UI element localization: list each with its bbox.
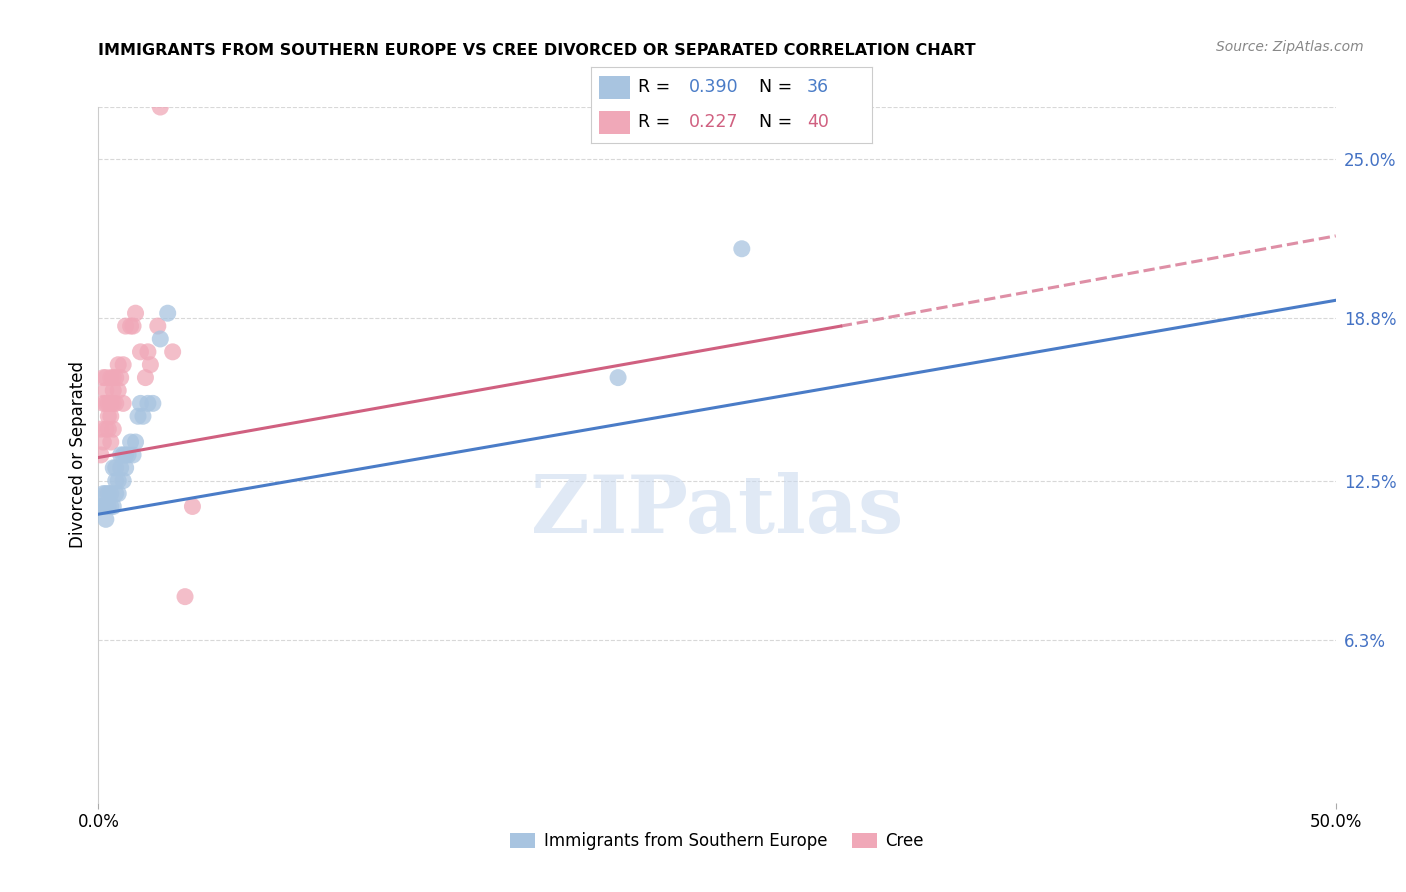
Point [103, 370, 125, 384]
Point [142, 396, 165, 410]
Text: 0.390: 0.390 [689, 78, 738, 96]
Point [104, 396, 127, 410]
Point [94, 486, 117, 500]
Point [174, 590, 197, 604]
Point [104, 486, 127, 500]
Point [100, 396, 122, 410]
Point [97, 422, 120, 436]
Point [110, 460, 132, 475]
Point [90, 500, 112, 514]
Point [112, 448, 135, 462]
Point [139, 358, 162, 372]
Point [103, 460, 125, 475]
Point [132, 409, 155, 424]
Point [136, 344, 159, 359]
Point [124, 306, 146, 320]
Point [127, 409, 149, 424]
Point [136, 396, 159, 410]
Point [104, 474, 127, 488]
Text: R =: R = [638, 78, 676, 96]
Point [181, 500, 204, 514]
Point [100, 486, 122, 500]
Point [97, 486, 120, 500]
Text: 40: 40 [807, 113, 830, 131]
Text: 36: 36 [807, 78, 830, 96]
Point [114, 460, 136, 475]
Text: 0.227: 0.227 [689, 113, 738, 131]
Point [97, 500, 120, 514]
Text: IMMIGRANTS FROM SOUTHERN EUROPE VS CREE DIVORCED OR SEPARATED CORRELATION CHART: IMMIGRANTS FROM SOUTHERN EUROPE VS CREE … [98, 43, 976, 58]
Point [103, 422, 125, 436]
Point [103, 396, 125, 410]
Point [110, 448, 132, 462]
Point [104, 370, 127, 384]
Point [97, 409, 120, 424]
Bar [599, 76, 630, 99]
Point [100, 435, 122, 450]
Point [124, 435, 146, 450]
Text: ZIPatlas: ZIPatlas [531, 472, 903, 549]
Point [731, 242, 754, 256]
Text: N =: N = [759, 113, 799, 131]
Point [129, 344, 152, 359]
Point [100, 500, 122, 514]
Point [107, 384, 129, 398]
Point [117, 448, 139, 462]
Text: N =: N = [759, 78, 799, 96]
Point [112, 474, 135, 488]
Point [114, 319, 136, 334]
Point [107, 486, 129, 500]
Point [114, 448, 136, 462]
Point [94, 512, 117, 526]
Point [97, 396, 120, 410]
Point [93, 396, 115, 410]
Point [122, 319, 145, 334]
Text: Source: ZipAtlas.com: Source: ZipAtlas.com [1216, 40, 1364, 54]
Point [149, 332, 172, 346]
Point [112, 396, 135, 410]
Point [104, 460, 127, 475]
Point [107, 358, 129, 372]
Point [93, 370, 115, 384]
Point [94, 384, 117, 398]
Point [120, 319, 142, 334]
Point [129, 396, 152, 410]
Point [94, 370, 117, 384]
Point [162, 344, 184, 359]
Legend: Immigrants from Southern Europe, Cree: Immigrants from Southern Europe, Cree [503, 826, 931, 857]
Point [146, 319, 169, 334]
Point [94, 422, 117, 436]
Point [120, 435, 142, 450]
Y-axis label: Divorced or Separated: Divorced or Separated [69, 361, 87, 549]
Point [90, 448, 112, 462]
Point [134, 370, 156, 384]
Point [607, 370, 630, 384]
Point [112, 358, 135, 372]
Point [156, 306, 179, 320]
Point [100, 370, 122, 384]
Text: R =: R = [638, 113, 676, 131]
Point [93, 435, 115, 450]
Point [122, 448, 145, 462]
Point [100, 409, 122, 424]
Point [149, 100, 172, 114]
Point [90, 422, 112, 436]
Point [93, 500, 115, 514]
Point [93, 486, 115, 500]
Bar [599, 111, 630, 134]
Point [94, 500, 117, 514]
Point [103, 500, 125, 514]
Point [107, 474, 129, 488]
Point [110, 370, 132, 384]
Point [94, 396, 117, 410]
Point [103, 384, 125, 398]
